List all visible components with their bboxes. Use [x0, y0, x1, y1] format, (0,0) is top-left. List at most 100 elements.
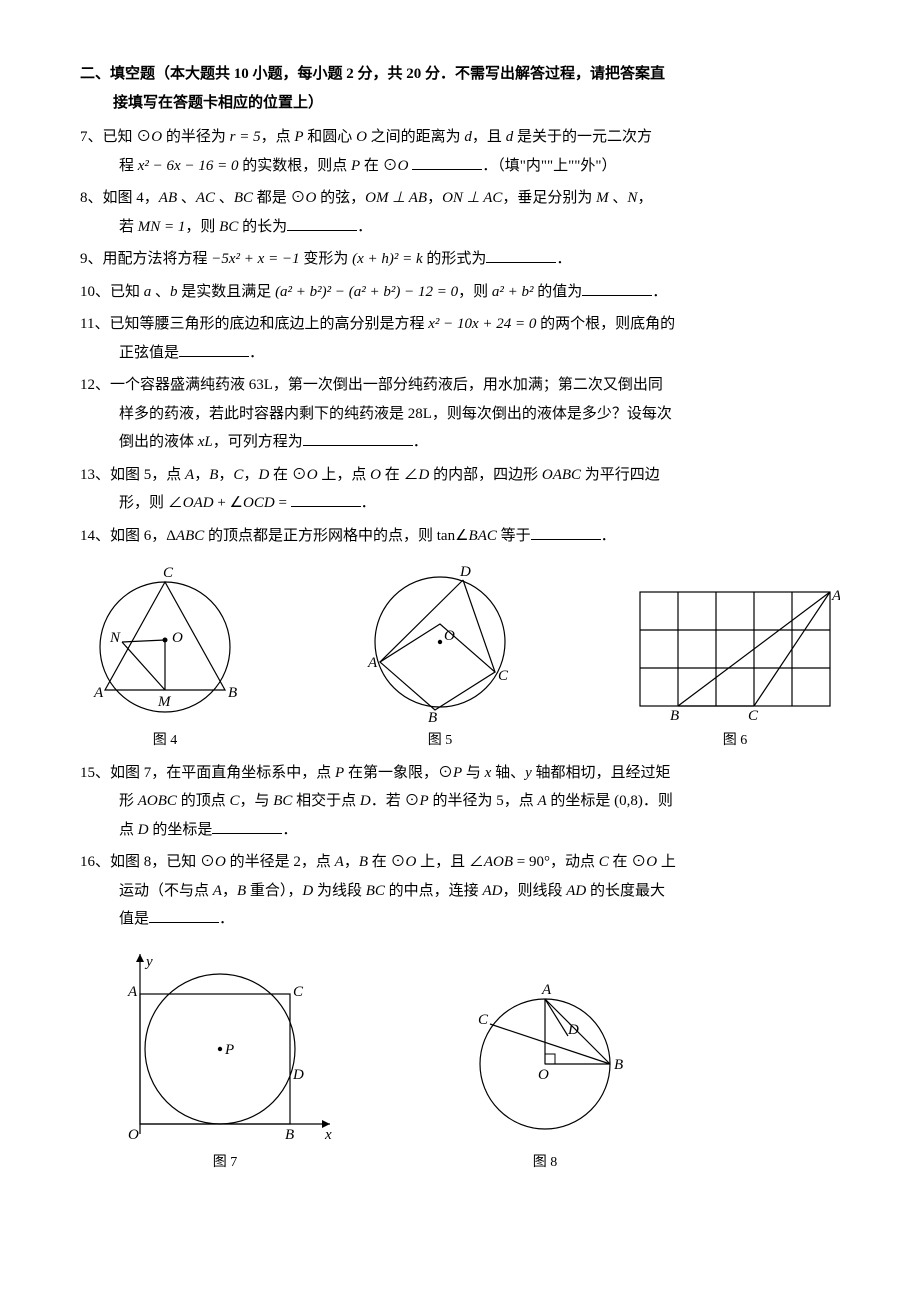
t: 轴都相切，且经过矩 — [532, 765, 671, 781]
t: 如图 5，点 — [110, 467, 185, 483]
question-9: 9、用配方法将方程 −5x² + x = −1 变形为 (x + h)² = k… — [80, 245, 840, 274]
figure-7: y x O A C B D P 图 7 — [110, 944, 340, 1177]
m: AD — [482, 883, 502, 899]
m: r = 5 — [230, 129, 261, 145]
t: ，与 — [239, 793, 273, 809]
t: + ∠ — [214, 495, 243, 511]
t: 变形为 — [300, 251, 353, 267]
t: 的形式为 — [423, 251, 487, 267]
t: 的顶点 — [177, 793, 230, 809]
t: 已知 ⊙ — [103, 129, 152, 145]
q15-l2: 形 AOBC 的顶点 C，与 BC 相交于点 D．若 ⊙P 的半径为 5，点 A… — [80, 787, 840, 816]
blank — [291, 490, 361, 508]
fig4-caption: 图 4 — [80, 728, 250, 755]
question-11: 11、已知等腰三角形的底边和底边上的高分别是方程 x² − 10x + 24 =… — [80, 310, 840, 367]
t: ，点 — [261, 129, 295, 145]
m: N — [627, 190, 637, 206]
svg-text:C: C — [293, 984, 304, 1000]
svg-text:A: A — [541, 982, 552, 998]
t: ．（填"内""上""外"） — [482, 158, 616, 174]
m: D — [258, 467, 269, 483]
m: xL — [198, 434, 213, 450]
t: 形 — [119, 793, 138, 809]
t: 一个容器盛满纯药液 63L，第一次倒出一部分纯药液后，用水加满；第二次又倒出同 — [110, 377, 663, 393]
blank — [412, 152, 482, 170]
m: a² + b² — [492, 284, 534, 300]
svg-text:B: B — [614, 1057, 623, 1073]
t: 已知等腰三角形的底边和底边上的高分别是方程 — [109, 316, 428, 332]
t: 如图 8，已知 ⊙ — [110, 854, 215, 870]
t: ，垂足分别为 — [502, 190, 596, 206]
t: ． — [357, 219, 372, 235]
q7-l2: 程 x² − 6x − 16 = 0 的实数根，则点 P 在 ⊙O ．（填"内"… — [80, 152, 840, 181]
svg-text:P: P — [224, 1042, 234, 1058]
q12-l2: 样多的药液，若此时容器内剩下的纯药液是 28L，则每次倒出的液体是多少？设每次 — [80, 400, 840, 429]
question-10: 10、已知 a 、b 是实数且满足 (a² + b²)² − (a² + b²)… — [80, 278, 840, 307]
q12-l3: 倒出的液体 xL，可列方程为． — [80, 428, 840, 457]
t: 的中点，连接 — [385, 883, 483, 899]
exam-page: 二、填空题（本大题共 10 小题，每小题 2 分，共 20 分．不需写出解答过程… — [0, 0, 920, 1216]
blank — [582, 278, 652, 296]
t: 轴、 — [491, 765, 525, 781]
question-12: 12、一个容器盛满纯药液 63L，第一次倒出一部分纯药液后，用水加满；第二次又倒… — [80, 371, 840, 457]
section-l1: 二、填空题（本大题共 10 小题，每小题 2 分，共 20 分．不需写出解答过程… — [80, 66, 665, 82]
t: = 90°，动点 — [513, 854, 599, 870]
t: 如图 4， — [103, 190, 159, 206]
t: 值是 — [119, 911, 149, 927]
q8-num: 8、 — [80, 184, 103, 213]
t: 的长为 — [238, 219, 287, 235]
t: 在 ⊙ — [609, 854, 647, 870]
q16-num: 16、 — [80, 848, 110, 877]
m: BC — [366, 883, 385, 899]
t: 在 ⊙ — [368, 854, 406, 870]
q7-num: 7、 — [80, 123, 103, 152]
t: 程 — [119, 158, 138, 174]
t: 相交于点 — [292, 793, 360, 809]
svg-text:A: A — [831, 588, 840, 604]
figure-8-svg: A B C D O — [450, 974, 640, 1144]
t: 如图 7，在平面直角坐标系中，点 — [110, 765, 335, 781]
svg-text:D: D — [567, 1022, 579, 1038]
m: O — [370, 467, 381, 483]
m: AB — [159, 190, 177, 206]
m: D — [419, 467, 430, 483]
t: 用配方法将方程 — [103, 251, 212, 267]
m: O — [307, 467, 318, 483]
q14-num: 14、 — [80, 522, 110, 551]
m: BC — [273, 793, 292, 809]
m: D — [302, 883, 313, 899]
t: 运动（不与点 — [119, 883, 213, 899]
t: ， — [637, 190, 652, 206]
m: OCD — [243, 495, 275, 511]
svg-text:N: N — [109, 630, 121, 646]
m: OM ⊥ AB — [365, 190, 427, 206]
t: = — [275, 495, 287, 511]
m: O — [215, 854, 226, 870]
t: ，且 — [472, 129, 506, 145]
figure-4: C A B O N M 图 4 — [80, 562, 250, 755]
m: D — [138, 822, 149, 838]
svg-text:B: B — [285, 1127, 294, 1143]
svg-text:D: D — [459, 564, 471, 580]
t: 的内部，四边形 — [429, 467, 542, 483]
t: 的两个根，则底角的 — [536, 316, 675, 332]
t: 的坐标是 (0,8)．则 — [547, 793, 673, 809]
svg-text:O: O — [128, 1127, 139, 1143]
t: ，则线段 — [502, 883, 566, 899]
m: AOB — [484, 854, 513, 870]
t: 的半径为 5，点 — [429, 793, 538, 809]
q13-l2: 形，则 ∠OAD + ∠OCD = ． — [80, 489, 840, 518]
t: 的值为 — [534, 284, 583, 300]
svg-text:B: B — [228, 685, 237, 701]
fig6-caption: 图 6 — [630, 728, 840, 755]
t: 上 — [657, 854, 676, 870]
m: B — [359, 854, 368, 870]
question-7: 7、已知 ⊙O 的半径为 r = 5，点 P 和圆心 O 之间的距离为 d，且 … — [80, 123, 840, 180]
q9-num: 9、 — [80, 245, 103, 274]
figure-6: A B C 图 6 — [630, 582, 840, 755]
m: A — [185, 467, 194, 483]
q11-l2: 正弦值是． — [80, 339, 840, 368]
t: ，可列方程为 — [213, 434, 303, 450]
figure-4-svg: C A B O N M — [80, 562, 250, 722]
t: ． — [652, 284, 667, 300]
